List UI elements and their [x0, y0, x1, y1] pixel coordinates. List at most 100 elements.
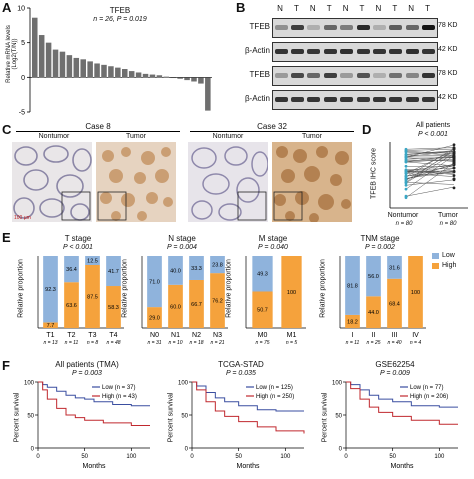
panel-a-bar: [135, 72, 142, 78]
scale-bar-label: 100 μm: [14, 215, 31, 221]
case-32-title: Case 32: [257, 122, 287, 131]
panel-a-bar: [87, 61, 93, 78]
panel-e-value-high: 76.2: [212, 299, 223, 305]
panel-d-pair-line: [405, 155, 455, 162]
panel-e-chart: 50.7 49.3 M0n = 75 100 M1n = 5: [245, 256, 306, 344]
blot-band: [422, 49, 436, 54]
blot-band: [405, 25, 419, 30]
blot-lane-label: T: [359, 4, 365, 13]
panel-e-title: TNM stage: [360, 234, 400, 243]
panel-e-value-low: 41.7: [108, 269, 119, 275]
panel-e-category: II: [372, 332, 376, 339]
panel-e-n: n = 11: [65, 340, 79, 344]
panel-e-category: N0: [150, 332, 159, 339]
panel-d-point-nontumor: [404, 183, 408, 187]
blot-band: [422, 25, 436, 30]
km-legend-high: High (n = 206): [410, 394, 448, 400]
blot-band: [372, 97, 386, 102]
panel-f-ytick-label: 0: [31, 447, 35, 453]
panel-e-bar-low: [189, 256, 204, 280]
panel-e-bar-high: [345, 314, 360, 328]
panel-e-bar-high: [210, 273, 225, 328]
panel-e-value-high: 60.0: [170, 304, 181, 310]
panel-d-chart: [389, 142, 468, 209]
panel-e-category: T1: [46, 332, 54, 339]
km-legend-low: Low (n = 77): [410, 385, 444, 391]
panel-a-bar: [101, 64, 107, 78]
panel-f-xtick-label: 50: [81, 454, 88, 460]
blot-band: [307, 25, 321, 30]
panel-d-pair-line: [405, 157, 455, 160]
panel-f-ylabel: Percent survival: [13, 392, 21, 443]
panel-e-n: n = 75: [255, 340, 269, 344]
panel-e-bar-low: [106, 256, 121, 287]
panel-f-xtick-label: 100: [434, 454, 445, 460]
panel-f-chart: 100 50 00 50 100 Months Low (n = 37) High (n = …: [24, 381, 150, 470]
panel-e-bar-high: [252, 291, 273, 328]
blot-kd-label: 42 KD: [438, 94, 458, 101]
blot-band: [274, 97, 288, 102]
panel-d-point-nontumor: [404, 150, 408, 154]
panel-letter-b: B: [236, 0, 246, 15]
blot-lane-label: T: [326, 4, 332, 13]
panel-e-bar-low: [345, 256, 360, 315]
panel-a-bar: [142, 73, 149, 78]
legend-low-swatch: [432, 253, 439, 259]
blot-band: [389, 73, 403, 78]
panel-e-n: n = 10: [168, 340, 182, 344]
panel-e-title: M stage: [258, 234, 288, 243]
histology-c8-tumor: [96, 142, 176, 222]
panel-a-ytick-label: 0: [21, 75, 25, 82]
panel-b-blot: N T N T N T N T N T TFEB 78 KD β-Actin 42 KD TFEB 78 K…: [245, 4, 457, 114]
panel-a-bar: [32, 17, 38, 78]
panel-letter-f: F: [2, 358, 10, 373]
panel-a-bar: [94, 63, 100, 78]
panel-e-bar-low: [64, 256, 79, 283]
blot-row-label: TFEB: [249, 22, 270, 31]
panel-e-n: n = 5: [286, 340, 297, 344]
panel-d-point-tumor: [452, 155, 456, 159]
panel-e-value-low: 71.0: [149, 280, 160, 286]
panel-e-value-low: 49.3: [257, 272, 268, 278]
panel-a-bar: [73, 57, 80, 78]
km-curve-high: [192, 381, 305, 434]
panel-e-value-low: 31.6: [389, 265, 400, 271]
panel-f-ytick-label: 50: [335, 414, 342, 420]
panel-e-value-high: 100: [287, 290, 296, 296]
panel-d-pair-line: [405, 157, 455, 162]
blot-band: [372, 25, 386, 30]
panel-a-ylabel-wrap: Relative mRNA levels (Log2(T/N)): [4, 14, 18, 94]
blot-band: [340, 73, 354, 78]
panel-f-xtick-label: 50: [389, 454, 396, 460]
panel-e-value-high: 100: [411, 290, 420, 296]
panel-e-category: N2: [192, 332, 201, 339]
panel-e-bar-low: [85, 256, 100, 265]
panel-d-point-tumor: [452, 166, 456, 170]
panel-e-ylabel: Relative proportion: [121, 259, 129, 318]
blot-band: [290, 25, 304, 30]
panel-e-n: n = 25: [366, 340, 380, 344]
panel-f-ytick-label: 0: [339, 447, 343, 453]
km-curve-low: [346, 381, 458, 408]
panel-e-value-low: 33.3: [191, 266, 202, 272]
panel-f-stats: P = 0.003: [72, 370, 102, 377]
panel-f-xlabel: Months: [237, 463, 260, 470]
panel-d-pair-line: [405, 151, 455, 154]
panel-e-stats: P < 0.001: [63, 244, 93, 251]
panel-e-category: T2: [67, 332, 75, 339]
panel-d-n-tumor: n = 80: [439, 221, 457, 227]
tissue-label-c8-tumor: Tumor: [126, 133, 146, 140]
km-legend-low: Low (n = 125): [256, 385, 293, 391]
km-curve-low: [192, 381, 304, 412]
panel-d-point-nontumor: [404, 147, 408, 151]
blot-lane-label: N: [375, 4, 382, 13]
panel-d-pair-line: [405, 151, 455, 155]
panel-e-ylabel: Relative proportion: [17, 259, 25, 318]
panel-d-point-tumor: [452, 147, 456, 151]
panel-d-pair-line: [405, 170, 455, 174]
km-legend-high: High (n = 250): [256, 394, 294, 400]
panel-e-n: n = 13: [43, 340, 57, 344]
blot-band: [290, 73, 304, 78]
panel-d-point-nontumor: [404, 179, 408, 182]
panel-d-point-tumor: [452, 174, 456, 177]
